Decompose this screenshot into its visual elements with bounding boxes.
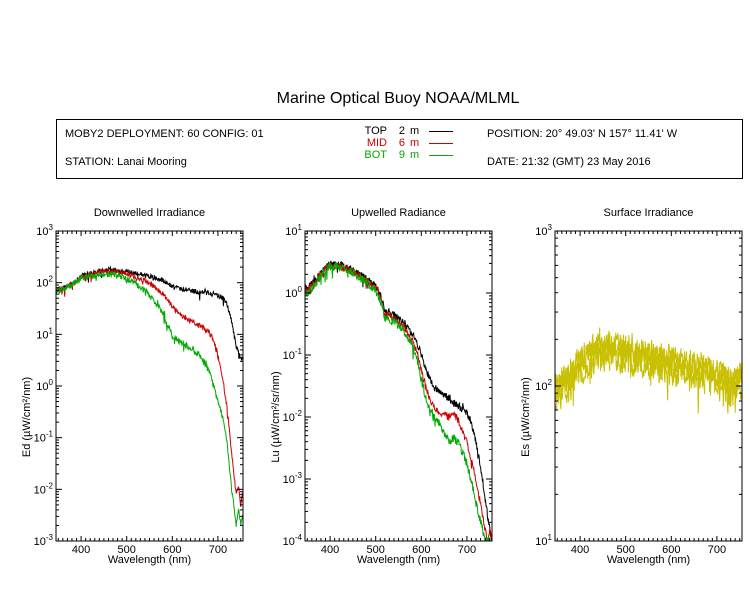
y-axis-label: Ed (µW/cm²/nm) (21, 377, 33, 457)
y-tick-label: 10-2 (283, 409, 303, 424)
date-text: DATE: 21:32 (GMT) 23 May 2016 (487, 156, 651, 168)
y-tick-label: 10-4 (283, 533, 303, 548)
y-tick-label: 10-3 (283, 471, 303, 486)
x-tick-label: 600 (163, 544, 181, 556)
x-tick-label: 400 (321, 544, 339, 556)
y-tick-label: 102 (36, 275, 53, 290)
x-tick-label: 400 (72, 544, 90, 556)
chart-title: Upwelled Radiance (351, 207, 446, 219)
y-axis-label: Lu (µW/cm²/sr/nm) (270, 371, 282, 462)
y-tick-label: 10-1 (34, 430, 54, 445)
y-tick-label: 102 (535, 378, 552, 393)
legend-label: MID (366, 137, 387, 149)
series-line-top (56, 265, 243, 361)
legend-line (429, 130, 454, 132)
series-line-bot (56, 271, 243, 527)
series-line-mid (305, 261, 492, 541)
y-tick-label: 103 (535, 223, 552, 238)
x-tick-label: 500 (118, 544, 136, 556)
x-tick-label: 700 (708, 544, 726, 556)
y-tick-label: 100 (36, 378, 53, 393)
chart-2: Upwelled Radiance 400 500 600 700 Wavelength … (270, 207, 493, 566)
legend-entry-bot: BOT 9 m (357, 149, 454, 161)
chart-1: Downwelled Irradiance 400 500 600 700 Wavelen… (21, 207, 244, 566)
y-axis-label: Es (µW/cm²/nm) (520, 377, 532, 457)
y-tick-label: 10-2 (34, 481, 54, 496)
chart-3: Surface Irradiance 400 500 600 700 Wavelength… (520, 207, 743, 566)
legend-line (429, 154, 454, 156)
legend-depth: 2 (398, 125, 405, 137)
x-tick-label: 400 (571, 544, 589, 556)
legend-line (429, 142, 454, 144)
plot-frame (554, 230, 743, 542)
x-tick-label: 700 (209, 544, 227, 556)
chart-title: Downwelled Irradiance (94, 207, 205, 219)
chart-title: Surface Irradiance (604, 207, 694, 219)
series-line-mid (56, 267, 243, 507)
x-tick-label: 500 (367, 544, 385, 556)
legend-depth: 6 (398, 137, 405, 149)
y-tick-label: 10-1 (283, 347, 303, 362)
y-tick-label: 101 (535, 533, 552, 548)
x-axis-label: Wavelength (nm) (357, 554, 440, 566)
position-text: POSITION: 20° 49.03' N 157° 11.41' W (487, 128, 678, 140)
station-text: STATION: Lanai Mooring (65, 156, 187, 168)
y-tick-label: 103 (36, 223, 53, 238)
y-tick-label: 10-3 (34, 533, 54, 548)
y-tick-label: 101 (36, 326, 53, 341)
x-axis-label: Wavelength (nm) (108, 554, 191, 566)
info-box: MOBY2 DEPLOYMENT: 60 CONFIG: 01 STATION:… (56, 119, 743, 179)
series-line-3 (555, 342, 742, 414)
legend-label: TOP (364, 125, 387, 137)
y-tick-label: 100 (285, 285, 302, 300)
legend-depth: 9 (398, 149, 405, 161)
y-tick-label: 101 (285, 223, 302, 238)
page-title: Marine Optical Buoy NOAA/MLML (276, 90, 520, 107)
x-tick-label: 600 (662, 544, 680, 556)
legend-unit: m (410, 125, 420, 137)
legend-unit: m (410, 137, 420, 149)
legend-unit: m (410, 149, 420, 161)
x-tick-label: 600 (412, 544, 430, 556)
series-line-bot (305, 261, 492, 541)
legend-entry-mid: MID 6 m (357, 137, 454, 149)
legend-entry-top: TOP 2 m (357, 125, 454, 137)
plot-frame (304, 230, 493, 542)
x-tick-label: 500 (617, 544, 635, 556)
legend-label: BOT (364, 149, 387, 161)
x-axis-label: Wavelength (nm) (607, 554, 690, 566)
x-tick-label: 700 (458, 544, 476, 556)
series-line-top (305, 260, 492, 541)
deployment-text: MOBY2 DEPLOYMENT: 60 CONFIG: 01 (65, 128, 264, 140)
